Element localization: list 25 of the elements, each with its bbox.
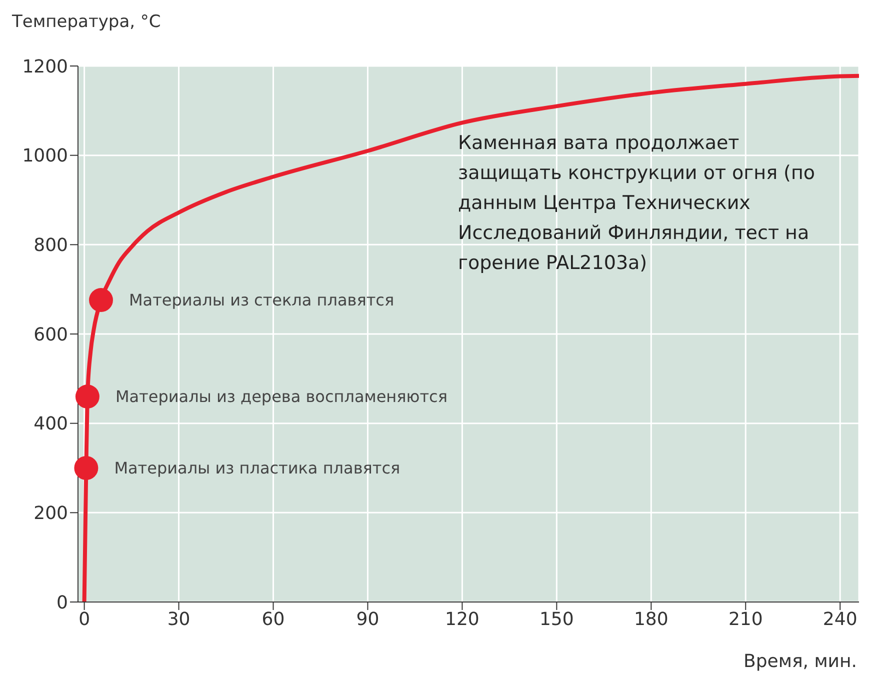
x-tick-label: 30 [167,608,190,630]
x-tick-label: 240 [822,608,858,630]
x-tick-label: 150 [540,608,574,630]
annotation: Материалы из пластика плавятся [114,458,400,478]
annotation: Материалы из стекла плавятся [128,290,394,310]
x-tick-label: 120 [445,608,480,630]
annotation: Каменная вата продолжает защищать конструкции от огня (по данным Центра Технических Исследований Финляндии, тест на горение PAL2103a) [458,131,816,276]
x-tick-label: 180 [634,608,668,630]
point [75,384,100,409]
point [74,456,98,480]
point [88,288,113,312]
y-tick-label: 0 [56,592,68,614]
y-tick-label: 400 [34,414,68,435]
y-axis-title: Температура, °C [12,12,161,32]
x-tick-label: 90 [356,608,380,630]
x-axis-title: Время, мин. [744,651,857,672]
annotation: Материалы из дерева воспламеняются [115,387,448,406]
y-tick-label: 1000 [22,146,68,167]
y-tick-label: 600 [34,324,68,346]
y-tick-label: 800 [34,235,68,256]
y-tick-label: 1200 [22,56,68,78]
x-tick-label: 60 [262,608,285,630]
x-tick-label: 0 [78,608,90,630]
y-tick-label: 200 [34,503,68,524]
x-tick-label: 210 [728,608,763,630]
